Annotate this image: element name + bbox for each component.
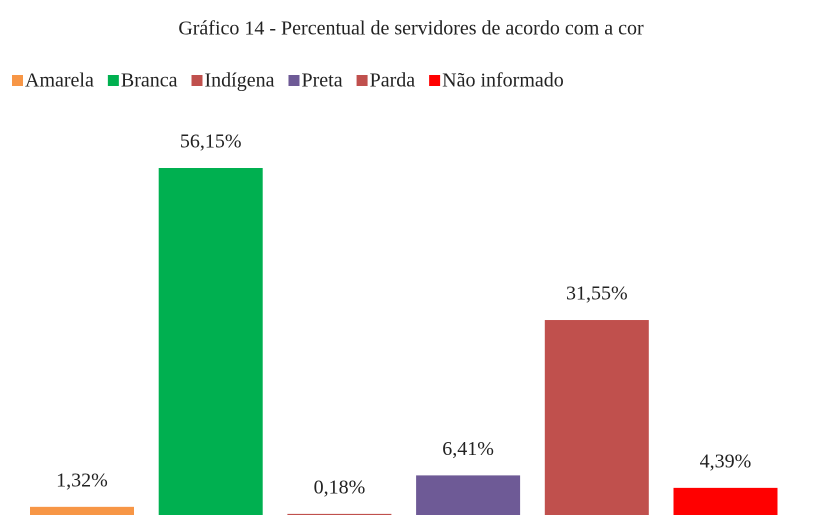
data-label: 31,55% [566,283,628,305]
data-label: 56,15% [180,131,242,153]
legend-swatch [191,75,203,86]
legend-swatch [107,75,119,86]
legend-label: Parda [370,70,416,92]
chart-title: Gráfico 14 - Percentual de servidores de… [178,18,644,40]
legend-swatch [429,75,441,86]
legend-swatch [356,75,368,86]
legend-label: Preta [301,70,342,92]
data-label: 4,39% [700,450,752,472]
legend-label: Não informado [442,70,564,92]
data-label: 1,32% [56,469,108,491]
data-label: 6,41% [442,438,494,460]
bar [30,506,134,515]
data-label: 0,18% [314,476,366,498]
bar [158,168,263,515]
legend-swatch [12,75,23,86]
bar [287,513,392,515]
bar [416,475,521,515]
bar [673,487,778,515]
legend-label: Amarela [25,70,94,92]
legend-label: Indígena [205,70,275,92]
legend-swatch [288,75,300,86]
legend-label: Branca [121,70,178,92]
bar [544,320,649,515]
